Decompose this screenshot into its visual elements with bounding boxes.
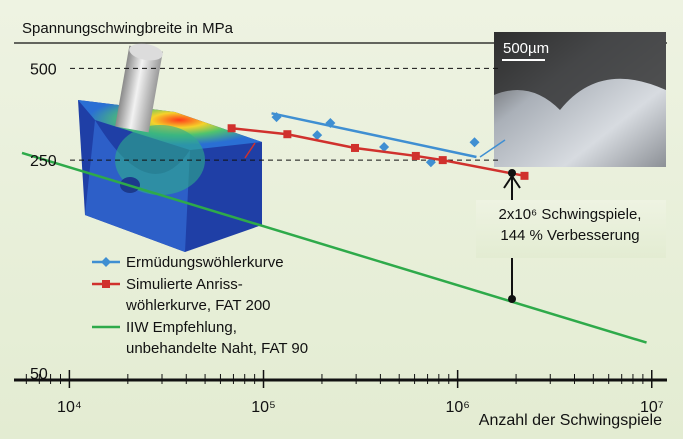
fe-model-image [78,43,262,252]
x-tick-label: 10⁷ [640,399,664,416]
series-line [231,127,525,178]
point [227,124,236,133]
point [283,130,292,139]
point [411,151,420,160]
micrograph-image: 500µm [494,32,666,167]
scale-label: 500µm [503,40,549,57]
point [469,137,480,148]
annotation-dot [508,295,516,303]
legend-marker [102,280,110,288]
annotation: 2x10⁶ Schwingspiele, 144 % Verbesserung [499,206,642,244]
x-tick-label: 10⁵ [251,399,275,416]
leader-line [244,142,256,159]
series-line [271,112,477,159]
point [271,112,282,123]
legend-marker [101,257,111,267]
leader-line [479,139,506,158]
point [438,156,447,165]
legend-label: Ermüdungswöhlerkurve [126,254,284,271]
chart-title: Spannungschwingbreite in MPa [22,20,234,37]
point [325,117,336,128]
legend-label: Simulierte Anriss-wöhlerkurve, FAT 200 [125,276,271,314]
annotation-box [476,200,666,258]
y-tick-label: 500 [30,61,57,78]
point [351,143,360,152]
point [520,171,529,180]
legend-label: IIW Empfehlung, unbehandelte Naht, FAT 90 [126,319,308,357]
y-tick-label: 250 [30,153,57,170]
point [379,142,390,153]
x-tick-label: 10⁴ [57,399,82,416]
point [312,130,323,141]
series-line [21,151,647,344]
x-axis-label: Anzahl der Schwingspiele [479,412,662,429]
x-tick-label: 10⁶ [445,399,469,416]
annotation-dot [508,169,516,177]
y-tick-label: 50 [30,366,48,383]
